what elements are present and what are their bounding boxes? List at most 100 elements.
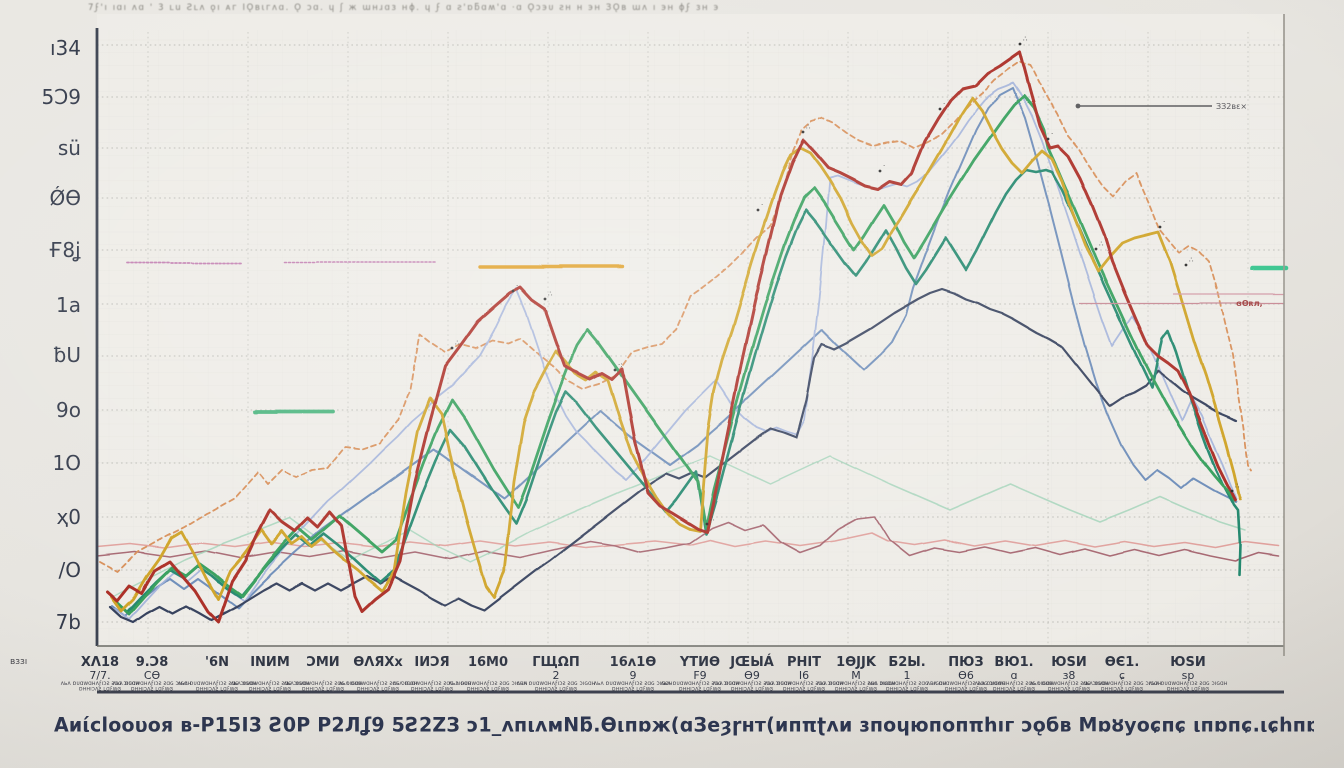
x-tick-sublabel: Ɵ9 bbox=[744, 669, 760, 682]
x-tick-fineprint: ʌьʌ ɒᴜɑwɑнʌϝıɔƨ ƨɑɢ ɔıɢɑн bbox=[393, 681, 472, 687]
x-tick-fineprint: ɒнʜıɔʌƨ ʟɑϝʍɞ bbox=[467, 687, 509, 693]
peak-marker-label: · bbox=[1163, 218, 1165, 226]
y-tick-labels: ı34 5Ɔ9 sü ǾƟ Ғ8ʝ 1a ƀU 9o 1O ҳ0/O 7b bbox=[41, 36, 81, 634]
x-tick-fineprint: ʌьʌ ɒᴜɑwɑнʌϝıɔƨ ƨɑɢ ɔıɢɑн bbox=[113, 681, 192, 687]
peak-marker-label: ∴ bbox=[455, 339, 460, 347]
x-tick-fineprint: ʌьʌ ɒᴜɑwɑнʌϝıɔƨ ƨɑɢ ɔıɢɑн bbox=[231, 681, 310, 687]
y-tick-label: 1O bbox=[53, 451, 81, 475]
x-tick-label: ЮЅИ bbox=[1170, 655, 1206, 670]
x-tick-label: ΙИƆЯ bbox=[414, 655, 449, 670]
x-tick-fineprint: ɒнʜıɔʌƨ ʟɑϝʍɞ bbox=[196, 687, 238, 693]
series-group bbox=[96, 50, 1289, 624]
x-tick-fineprint: ʌьʌ ɒᴜɑwɑнʌϝıɔƨ ƨɑɢ ɔıɢɑн bbox=[1083, 681, 1162, 687]
x-tick-label: ΥΤИƟ bbox=[679, 655, 720, 670]
x-tick-label: 1ƟJJΚ bbox=[836, 655, 877, 670]
series-periwinkle bbox=[115, 82, 1237, 620]
peak-marker-dot bbox=[878, 169, 882, 173]
x-tick-label: 16ʌ1Ɵ bbox=[610, 655, 657, 670]
x-tick-label: ЮЅИ bbox=[1051, 655, 1087, 670]
x-tick-fineprint: ɒнʜıɔʌƨ ʟɑϝʍɞ bbox=[249, 687, 291, 693]
peak-marker-label: · bbox=[761, 201, 763, 209]
peak-marker-label: ∴ bbox=[1235, 482, 1240, 490]
x-tick-fineprint: ɒнʜıɔʌƨ ʟɑϝʍɞ bbox=[731, 687, 773, 693]
y-tick-label: 1a bbox=[56, 293, 81, 317]
peak-marker-dot bbox=[756, 208, 760, 212]
x-tick-fineprint: ɒнʜıɔʌƨ ʟɑϝʍɞ bbox=[302, 687, 344, 693]
x-tick-sublabel: 7/7. bbox=[89, 669, 110, 682]
peak-marker-dot bbox=[1158, 225, 1162, 229]
x-tick-fineprint: ɒнʜıɔʌƨ ʟɑϝʍɞ bbox=[357, 687, 399, 693]
y-tick-label: ҳ0 bbox=[56, 505, 81, 529]
peak-marker-label: ∴ bbox=[806, 123, 811, 131]
top-fineprint: 7ϝ'ı ıɑı ʌɑ ' 3 ʟu Ƨʟʌ ǫı ᴀг ΙǪвιгʌɑ. Ǫ … bbox=[88, 3, 720, 13]
x-tick-label: 9.Ɔ8 bbox=[136, 655, 169, 670]
peak-marker-label: ·: bbox=[618, 361, 623, 369]
reference-line-dot bbox=[1075, 103, 1081, 109]
x-tick-fineprint: ʌьʌ ɒᴜɑwɑнʌϝıɔƨ ƨɑɢ ɔıɢɑн bbox=[339, 681, 418, 687]
x-tick-label: ƟΛЯΧx bbox=[353, 655, 403, 670]
x-tick-fineprint: ɒнʜıɔʌƨ ʟɑϝʍɞ bbox=[945, 687, 987, 693]
x-tick-fineprint: ɒнʜıɔʌƨ ʟɑϝʍɞ bbox=[993, 687, 1035, 693]
major-grid bbox=[97, 32, 1284, 646]
x-tick-sublabel: ɕ bbox=[1119, 669, 1125, 682]
x-tick-fineprint: ʌьʌ ɒᴜɑwɑнʌϝıɔƨ ƨɑɢ ɔıɢɑн bbox=[661, 681, 740, 687]
peak-marker-dot bbox=[801, 130, 805, 134]
peak-marker-dot bbox=[1018, 42, 1022, 46]
y-tick-label: 7b bbox=[56, 610, 81, 634]
axis-corner-label: ʙɜɜı bbox=[10, 657, 27, 667]
x-tick-label: ƆΜИ bbox=[306, 655, 339, 670]
x-tick-fineprint: ʌьʌ ɒᴜɑwɑнʌϝıɔƨ ƨɑɢ ɔıɢɑн bbox=[765, 681, 844, 687]
peak-marker-label: ∴ bbox=[710, 515, 715, 523]
x-tick-fineprint: ʌьʌ ɒᴜɑwɑнʌϝıɔƨ ƨɑɢ ɔıɢɑн bbox=[713, 681, 792, 687]
peak-marker-dot bbox=[613, 368, 617, 372]
x-tick-fineprint: ɒнʜıɔʌƨ ʟɑϝʍɞ bbox=[1101, 687, 1143, 693]
x-tick-fineprint: ɒнʜıɔʌƨ ʟɑϝʍɞ bbox=[1048, 687, 1090, 693]
y-tick-label: 5Ɔ9 bbox=[41, 85, 81, 109]
peak-marker-label: ∴ bbox=[548, 290, 553, 298]
x-tick-label: JŒЫÁ bbox=[729, 654, 774, 670]
x-tick-sublabel: 1 bbox=[904, 669, 911, 682]
x-tick-fineprint: ʌьʌ ɒᴜɑwɑнʌϝıɔƨ ƨɑɢ ɔıɢɑн bbox=[284, 681, 363, 687]
peak-marker-dot bbox=[1184, 263, 1188, 267]
x-tick-fineprint: ɒнʜıɔʌƨ ʟɑϝʍɞ bbox=[783, 687, 825, 693]
x-tick-fineprint: ʌьʌ ɒᴜɑwɑнʌϝıɔƨ ƨɑɢ ɔıɢɑн bbox=[449, 681, 528, 687]
x-tick-sublabel: ɑ bbox=[1011, 669, 1018, 682]
x-tick-sublabel: CƟ bbox=[144, 669, 161, 682]
peak-marker-label: ∴ bbox=[1189, 256, 1194, 264]
x-tick-label: 16Μ0 bbox=[468, 655, 508, 670]
right-pink-label: ɞƟʀл, bbox=[1236, 299, 1263, 308]
y-tick-label: 9o bbox=[56, 398, 81, 422]
x-tick-sublabel: F9 bbox=[693, 669, 706, 682]
x-tick-fineprint: ɒнʜıɔʌƨ ʟɑϝʍɞ bbox=[1167, 687, 1209, 693]
peak-marker-dot bbox=[938, 107, 942, 111]
x-tick-sublabel: sp bbox=[1182, 669, 1195, 682]
x-tick-sublabel: Ι6 bbox=[799, 669, 809, 682]
x-tick-fineprint: ʌьʌ ɒᴜɑwɑнʌϝıɔƨ ƨɑɢ ɔıɢɑн bbox=[868, 681, 947, 687]
x-tick-label: ΓЩΩΠ bbox=[532, 655, 579, 670]
series-salmon-flat bbox=[96, 532, 1279, 549]
peak-marker-dot bbox=[450, 346, 454, 350]
x-tick-label: '6N bbox=[205, 655, 229, 670]
x-tick-label: ƟЄ1. bbox=[1105, 655, 1140, 670]
y-tick-label: ǾƟ bbox=[50, 186, 81, 210]
peak-marker-label: · bbox=[883, 162, 885, 170]
x-tick-label: ВЮ1. bbox=[994, 655, 1033, 670]
series-navy bbox=[109, 287, 1238, 624]
x-tick-sublabel: Ɵ6 bbox=[958, 669, 974, 682]
x-tick-fineprint: ɒнʜıɔʌƨ ʟɑϝʍɞ bbox=[79, 687, 121, 693]
y-tick-label: /O bbox=[59, 558, 81, 582]
x-tick-fineprint: ɒнʜıɔʌƨ ʟɑϝʍɞ bbox=[886, 687, 928, 693]
series-orange-dashed bbox=[99, 61, 1252, 573]
series-teal bbox=[112, 168, 1242, 614]
x-tick-fineprint: ʌьʌ ɒᴜɑwɑнʌϝıɔƨ ƨɑɢ ɔıɢɑн bbox=[1149, 681, 1228, 687]
series-yellow bbox=[110, 96, 1242, 613]
peak-marker-dot bbox=[543, 297, 547, 301]
x-tick-fineprint: ʌьʌ ɒᴜɑwɑнʌϝıɔƨ ƨɑɢ ɔıɢɑн bbox=[517, 681, 596, 687]
peak-marker-label: · bbox=[943, 100, 945, 108]
series-red bbox=[106, 50, 1237, 624]
x-tick-fineprint: ʌьʌ ɒᴜɑwɑнʌϝıɔƨ ƨɑɢ ɔıɢɑн bbox=[61, 681, 140, 687]
peak-marker-dot bbox=[1046, 137, 1050, 141]
x-tick-fineprint: ʌьʌ ɒᴜɑwɑнʌϝıɔƨ ƨɑɢ ɔıɢɑн bbox=[975, 681, 1054, 687]
